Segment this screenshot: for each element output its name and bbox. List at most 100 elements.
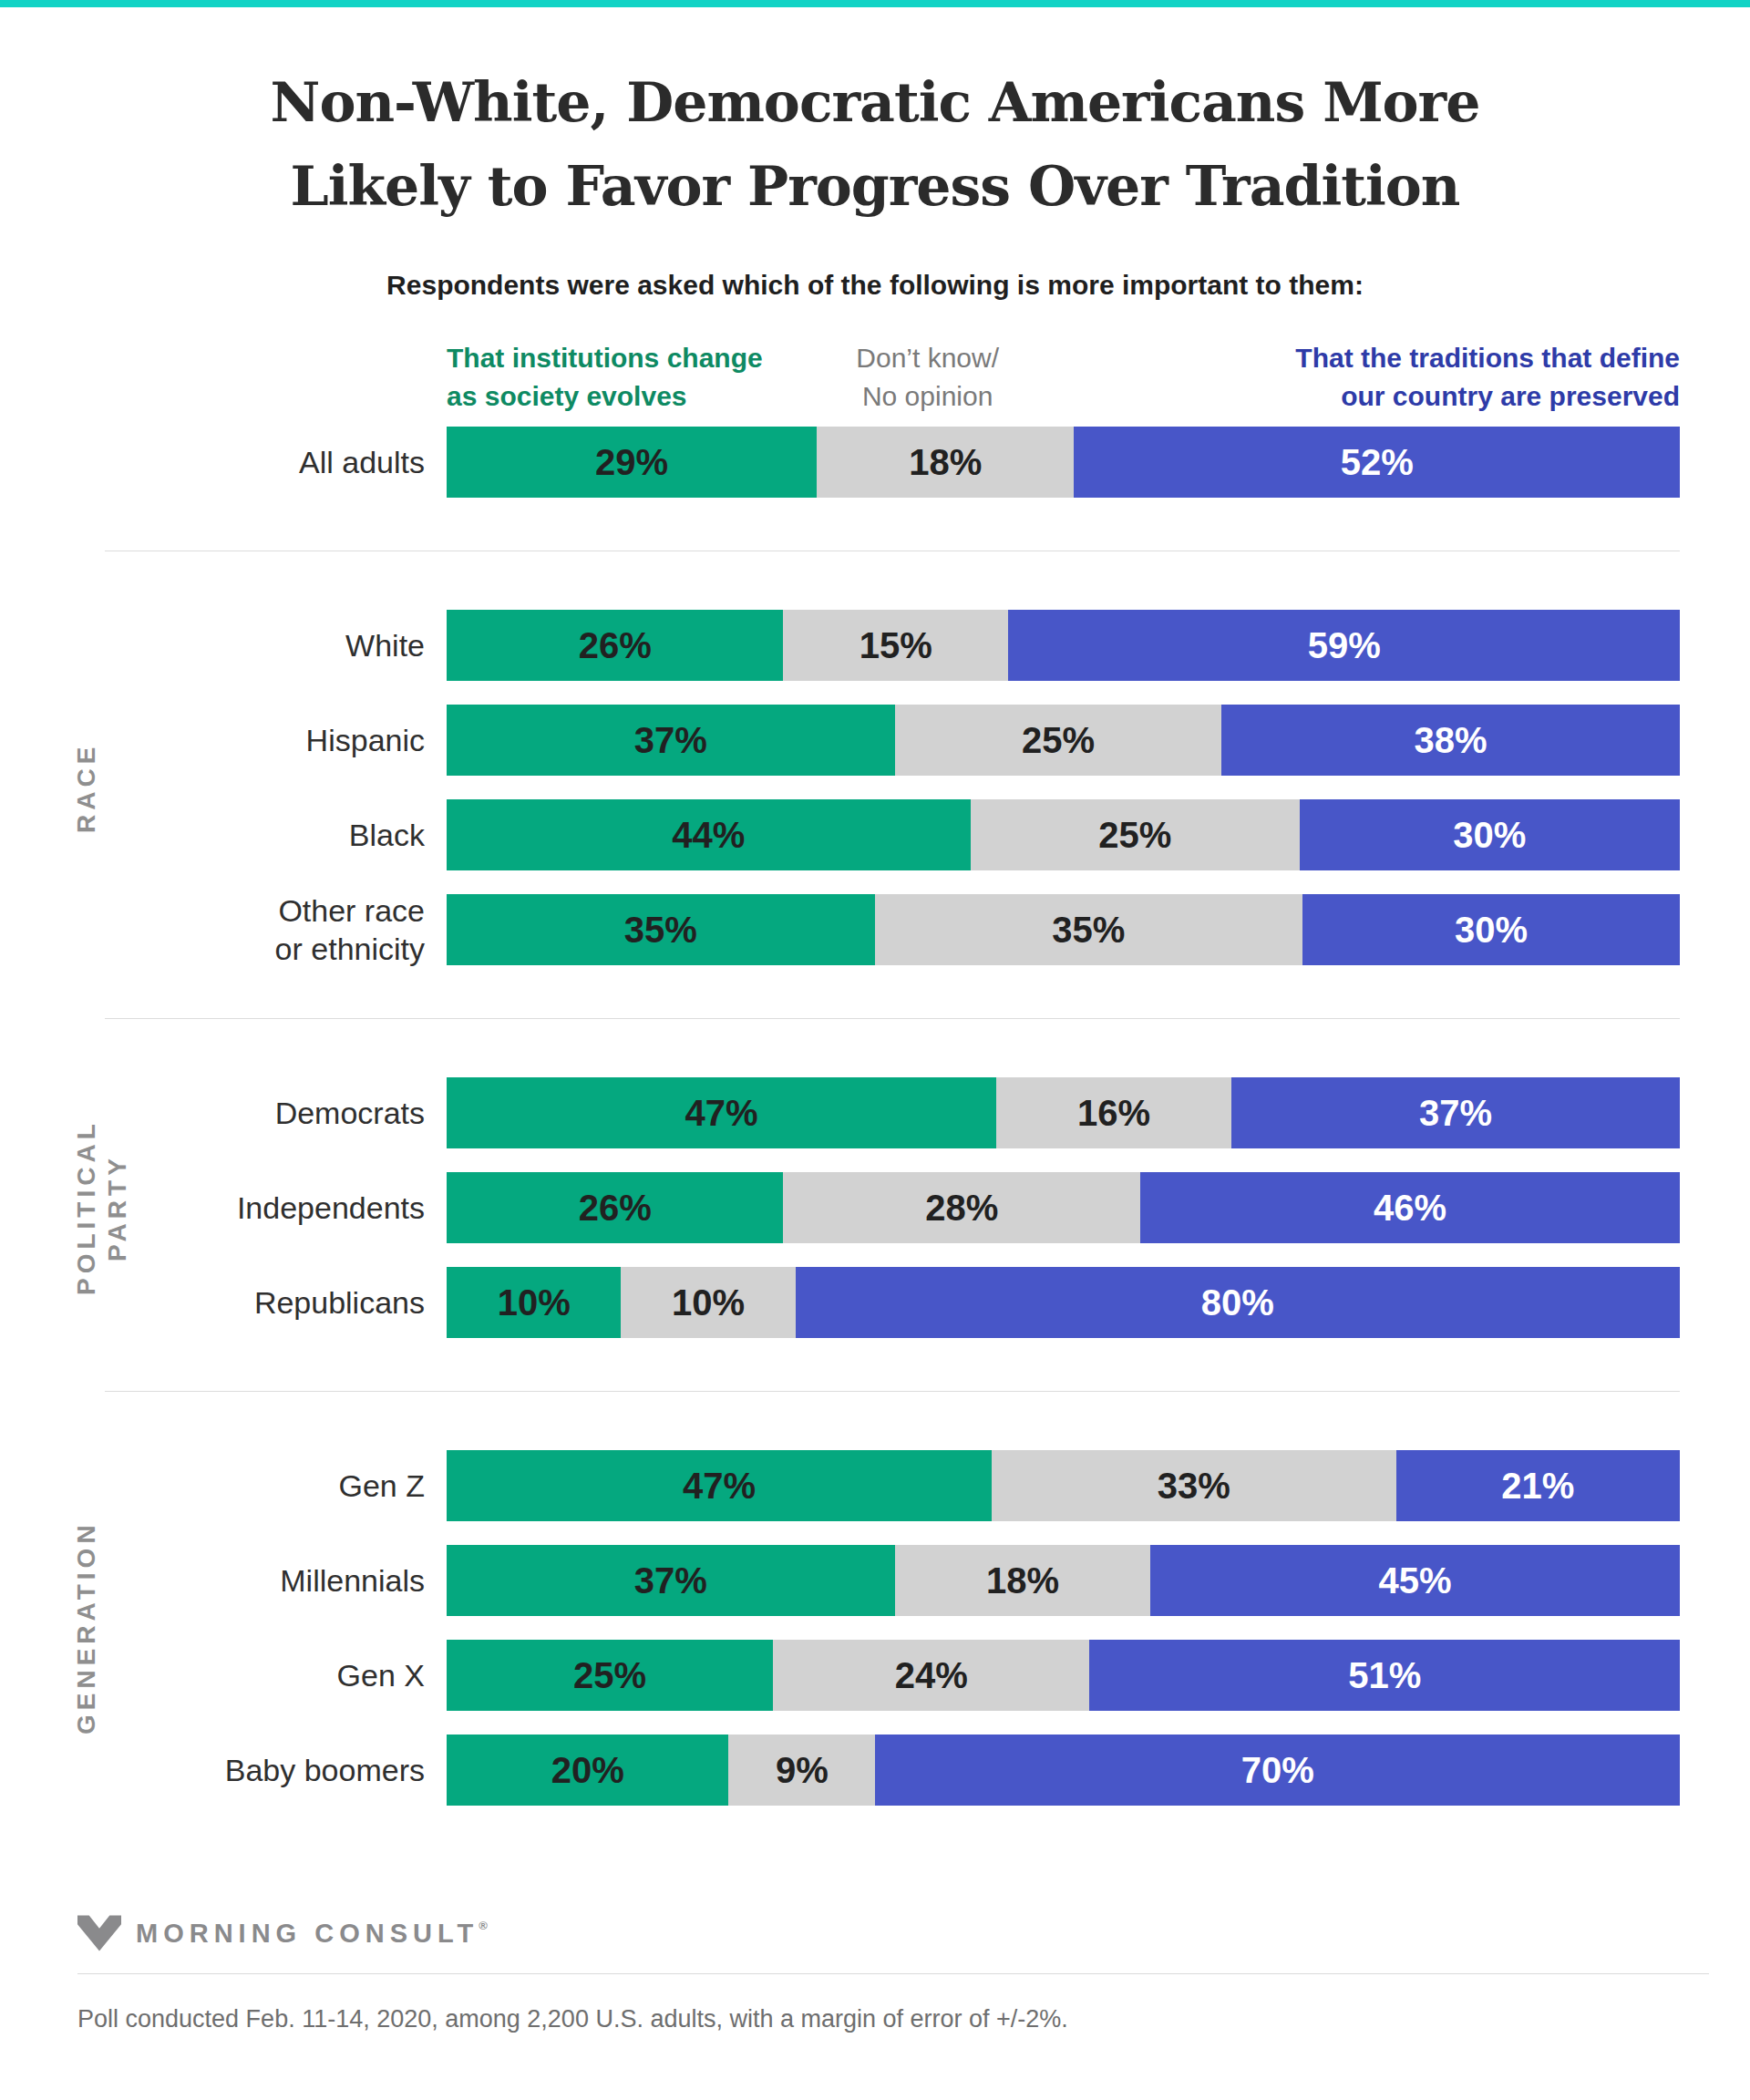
bar-segment-that-the-traditions-that: 59%	[1008, 610, 1680, 681]
chart-row-gen-z: Gen Z47%33%21%	[0, 1450, 1750, 1521]
bar-segment-don-t-know-no-opinion: 16%	[996, 1077, 1231, 1148]
row-label-all-adults: All adults	[0, 443, 447, 482]
stacked-bar-independents: 26%28%46%	[447, 1172, 1680, 1243]
chart-row-millennials: Millennials37%18%45%	[0, 1545, 1750, 1616]
brand-logo-text: MORNING CONSULT®	[136, 1919, 488, 1949]
row-label-hispanic: Hispanic	[0, 721, 447, 760]
section-label-generation: GENERATION	[71, 1450, 102, 1806]
bar-segment-that-institutions-change: 25%	[447, 1640, 773, 1711]
chart-row-republicans: Republicans10%10%80%	[0, 1267, 1750, 1338]
page-title-line-2: Likely to Favor Progress Over Tradition	[0, 144, 1750, 228]
source-note: Poll conducted Feb. 11-14, 2020, among 2…	[77, 2005, 1709, 2070]
chart-row-all-adults: All adults29%18%52%	[0, 427, 1750, 498]
section-label-race: RACE	[71, 610, 102, 965]
brand-logo: MORNING CONSULT®	[77, 1915, 1709, 1951]
chart-row-independents: Independents26%28%46%	[0, 1172, 1750, 1243]
page-title: Non-White, Democratic Americans More Lik…	[0, 60, 1750, 228]
bar-segment-that-the-traditions-that: 45%	[1150, 1545, 1680, 1616]
stacked-bar-all-adults: 29%18%52%	[447, 427, 1680, 498]
chart-row-white: White26%15%59%	[0, 610, 1750, 681]
section-divider	[105, 1018, 1680, 1019]
chart-subtitle: Respondents were asked which of the foll…	[0, 270, 1750, 301]
bar-segment-that-institutions-change: 26%	[447, 1172, 783, 1243]
bar-segment-don-t-know-no-opinion: 18%	[895, 1545, 1150, 1616]
chart-row-hispanic: Hispanic37%25%38%	[0, 705, 1750, 776]
bar-segment-that-institutions-change: 26%	[447, 610, 783, 681]
section-all-adults: All adults29%18%52%	[0, 427, 1750, 498]
row-label-baby-boomers: Baby boomers	[0, 1751, 447, 1790]
bar-segment-that-the-traditions-that: 51%	[1089, 1640, 1680, 1711]
section-generation: GENERATIONGen Z47%33%21%Millennials37%18…	[0, 1450, 1750, 1806]
bar-segment-that-the-traditions-that: 80%	[796, 1267, 1680, 1338]
row-label-gen-x: Gen X	[0, 1656, 447, 1695]
bar-segment-don-t-know-no-opinion: 25%	[895, 705, 1221, 776]
bar-segment-don-t-know-no-opinion: 24%	[773, 1640, 1089, 1711]
footer-divider	[77, 1973, 1709, 1974]
section-divider	[105, 1391, 1680, 1392]
bar-segment-that-the-traditions-that: 30%	[1302, 894, 1680, 965]
bar-segment-that-institutions-change: 10%	[447, 1267, 621, 1338]
bar-segment-don-t-know-no-opinion: 15%	[783, 610, 1008, 681]
section-label-political-party: POLITICAL PARTY	[71, 1077, 133, 1338]
bar-segment-that-the-traditions-that: 38%	[1221, 705, 1680, 776]
bar-segment-that-institutions-change: 20%	[447, 1735, 728, 1806]
stacked-bar-other-race-or-ethnicity: 35%35%30%	[447, 894, 1680, 965]
bar-segment-that-institutions-change: 37%	[447, 1545, 895, 1616]
chart-row-other-race-or-ethnicity: Other race or ethnicity35%35%30%	[0, 894, 1750, 965]
stacked-bar-hispanic: 37%25%38%	[447, 705, 1680, 776]
row-label-white: White	[0, 626, 447, 665]
bar-segment-don-t-know-no-opinion: 10%	[621, 1267, 795, 1338]
row-label-democrats: Democrats	[0, 1094, 447, 1133]
legend: That institutions change as society evol…	[447, 335, 1680, 427]
chart: That institutions change as society evol…	[0, 335, 1750, 1806]
row-label-independents: Independents	[0, 1189, 447, 1228]
legend-neutral-label: Don’t know/ No opinion	[743, 339, 1113, 416]
bar-segment-that-institutions-change: 47%	[447, 1077, 996, 1148]
bar-segment-that-the-traditions-that: 30%	[1300, 799, 1680, 870]
row-label-millennials: Millennials	[0, 1561, 447, 1601]
row-label-republicans: Republicans	[0, 1283, 447, 1323]
chart-row-baby-boomers: Baby boomers20%9%70%	[0, 1735, 1750, 1806]
row-label-other-race-or-ethnicity: Other race or ethnicity	[0, 891, 447, 969]
stacked-bar-gen-z: 47%33%21%	[447, 1450, 1680, 1521]
morning-consult-m-icon	[77, 1915, 121, 1951]
stacked-bar-white: 26%15%59%	[447, 610, 1680, 681]
bar-segment-don-t-know-no-opinion: 28%	[783, 1172, 1140, 1243]
section-race: RACEWhite26%15%59%Hispanic37%25%38%Black…	[0, 610, 1750, 965]
section-political-party: POLITICAL PARTYDemocrats47%16%37% Indepen…	[0, 1077, 1750, 1338]
stacked-bar-millennials: 37%18%45%	[447, 1545, 1680, 1616]
trademark-symbol: ®	[479, 1919, 488, 1932]
stacked-bar-republicans: 10%10%80%	[447, 1267, 1680, 1338]
bar-segment-that-institutions-change: 44%	[447, 799, 971, 870]
bar-segment-don-t-know-no-opinion: 35%	[875, 894, 1303, 965]
chart-body: All adults29%18%52%RACEWhite26%15%59%His…	[0, 427, 1750, 1806]
brand-name: MORNING CONSULT	[136, 1919, 479, 1948]
bar-segment-that-the-traditions-that: 37%	[1231, 1077, 1680, 1148]
bar-segment-that-the-traditions-that: 52%	[1074, 427, 1680, 498]
bar-segment-that-the-traditions-that: 46%	[1140, 1172, 1680, 1243]
stacked-bar-gen-x: 25%24%51%	[447, 1640, 1680, 1711]
footer: MORNING CONSULT® Poll conducted Feb. 11-…	[77, 1915, 1709, 2070]
stacked-bar-black: 44%25%30%	[447, 799, 1680, 870]
chart-row-black: Black44%25%30%	[0, 799, 1750, 870]
legend-progress-label: That institutions change as society evol…	[447, 339, 763, 416]
bar-segment-that-institutions-change: 37%	[447, 705, 895, 776]
bar-segment-don-t-know-no-opinion: 33%	[992, 1450, 1396, 1521]
page-title-line-1: Non-White, Democratic Americans More	[0, 60, 1750, 144]
bar-segment-that-institutions-change: 29%	[447, 427, 817, 498]
bar-segment-that-the-traditions-that: 70%	[875, 1735, 1680, 1806]
bar-segment-don-t-know-no-opinion: 9%	[728, 1735, 875, 1806]
chart-row-gen-x: Gen X25%24%51%	[0, 1640, 1750, 1711]
stacked-bar-baby-boomers: 20%9%70%	[447, 1735, 1680, 1806]
row-label-gen-z: Gen Z	[0, 1467, 447, 1506]
bar-segment-don-t-know-no-opinion: 18%	[817, 427, 1074, 498]
brand-accent-bar	[0, 0, 1750, 7]
bar-segment-that-institutions-change: 47%	[447, 1450, 992, 1521]
chart-row-democrats: Democrats47%16%37%	[0, 1077, 1750, 1148]
bar-segment-don-t-know-no-opinion: 25%	[971, 799, 1300, 870]
row-label-black: Black	[0, 816, 447, 855]
bar-segment-that-the-traditions-that: 21%	[1396, 1450, 1680, 1521]
bar-segment-that-institutions-change: 35%	[447, 894, 875, 965]
stacked-bar-democrats: 47%16%37%	[447, 1077, 1680, 1148]
legend-tradition-label: That the traditions that define our coun…	[1295, 339, 1680, 416]
